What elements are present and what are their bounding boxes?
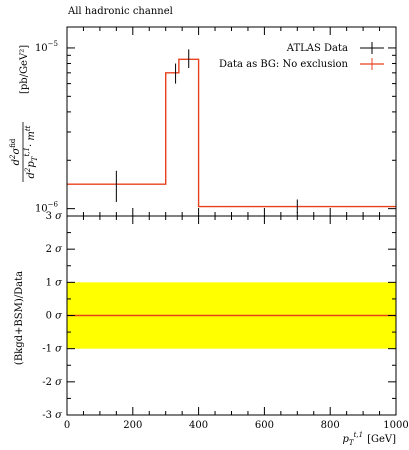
xlabel-sub: T [349, 439, 355, 447]
chart-title: All hadronic channel [67, 6, 173, 17]
ratio-y-axis-label: (Bkgd+BSM)/Data [14, 271, 25, 365]
x-tick-label: 200 [123, 420, 142, 431]
ylabel-num-sigma: σ [11, 147, 22, 155]
ylabel-den-p-sup: t,1 [23, 147, 31, 157]
ylabel-den-m: · m [26, 131, 37, 147]
ratio-plot-frame [66, 215, 397, 416]
ratio-ytick-label: -1 σ [42, 344, 63, 355]
x-tick-label: 600 [255, 420, 274, 431]
bg-no-exclusion-histogram [67, 58, 396, 208]
legend-marker-atlas-data [360, 42, 384, 54]
x-axis-label: pTt,1 [GeV] [342, 431, 396, 447]
ylabel-den-sup: 2 [24, 167, 32, 173]
svg-text:d2σfid: d2σfid [9, 138, 22, 165]
legend: ATLAS Data Data as BG: No exclusion [219, 42, 384, 70]
ratio-ytick-label: 0 σ [46, 311, 64, 322]
ylabel-num-d: d [11, 159, 22, 165]
main-ytick-label: 10−5 [35, 40, 58, 54]
ratio-panel: 3 σ 2 σ 1 σ 0 σ -1 σ -2 σ -3 σ0 200 400 600 800 100… [14, 211, 409, 447]
ratio-ytick-label: -3 σ [42, 410, 63, 421]
ylabel-den-p-sub: T [31, 155, 39, 161]
legend-marker-bg-no-exclusion [360, 58, 384, 70]
ratio-ytick-label: 2 σ [46, 244, 64, 255]
ratio-ytick-label: 3 σ [46, 211, 64, 222]
ylabel-num-fid: fid [9, 138, 17, 148]
ratio-ytick-label: -2 σ [42, 377, 63, 388]
ylabel-den-p: p [26, 161, 37, 168]
x-tick-label: 1000 [383, 420, 408, 431]
ylabel-unit: [pb/GeV²] [19, 45, 30, 94]
svg-text:d2pTt,1· mt̅t: d2pTt,1· mt̅t [22, 125, 39, 178]
x-tick-label: 800 [321, 420, 340, 431]
ylabel-den-d: d [26, 172, 37, 178]
legend-label-bg-no-exclusion: Data as BG: No exclusion [219, 59, 349, 70]
main-panel: 10−610−5 d2σfid d2pTt,1· mt̅t [pb/GeV²] … [9, 26, 397, 217]
ratio-ytick-label: 1 σ [46, 277, 64, 288]
x-tick-label: 0 [64, 420, 70, 431]
xlabel-unit: [GeV] [367, 434, 396, 445]
legend-label-atlas-data: ATLAS Data [286, 43, 348, 54]
ylabel-den-m-sup: t̅t [22, 125, 32, 131]
x-tick-label: 400 [189, 420, 208, 431]
main-y-axis-label: d2σfid d2pTt,1· mt̅t [pb/GeV²] [9, 45, 39, 182]
xlabel-p: p [342, 434, 349, 445]
main-ytick-label: 10−6 [35, 201, 59, 215]
ylabel-num-sup: 2 [9, 154, 17, 160]
xlabel-sup: t,1 [354, 431, 364, 439]
